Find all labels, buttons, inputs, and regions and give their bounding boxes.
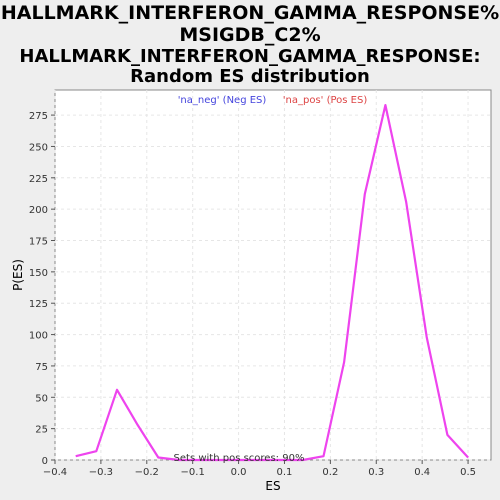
y-tick-label: 100 — [29, 331, 48, 342]
x-tick-label: −0.4 — [43, 467, 67, 478]
y-tick-label: 0 — [42, 456, 48, 467]
legend-neg-es: 'na_neg' (Neg ES) — [178, 95, 267, 106]
chart-title-line-2: MSIGDB_C2% — [179, 24, 321, 46]
y-tick-label: 150 — [29, 268, 48, 279]
chart-title-line-4: Random ES distribution — [130, 66, 370, 87]
series-group — [75, 103, 469, 462]
plot-area — [54, 89, 492, 461]
x-tick-label: 0.4 — [414, 467, 430, 478]
chart-title-line-1: HALLMARK_INTERFERON_GAMMA_RESPONSE% — [0, 2, 500, 24]
y-axis-ticks: 0 25 50 75 100 125 150 175 200 225 250 275 — [29, 111, 55, 467]
y-tick-label: 225 — [29, 174, 48, 185]
y-tick-label: 250 — [29, 142, 48, 153]
x-tick-label: 0.2 — [322, 467, 338, 478]
x-tick-label: −0.2 — [135, 467, 159, 478]
x-tick-label: −0.1 — [181, 467, 205, 478]
x-axis-ticks: −0.4 −0.3 −0.2 −0.1 0.0 0.1 0.2 0.3 0.4 0.5 — [43, 460, 476, 478]
y-axis-label: P(ES) — [11, 259, 25, 291]
x-tick-label: 0.5 — [460, 467, 476, 478]
y-tick-label: 50 — [35, 393, 48, 404]
y-tick-label: 25 — [35, 425, 48, 436]
y-tick-label: 175 — [29, 237, 48, 248]
y-tick-label: 200 — [29, 205, 48, 216]
x-tick-label: 0.0 — [231, 467, 247, 478]
chart-title-line-3: HALLMARK_INTERFERON_GAMMA_RESPONSE: — [19, 46, 481, 67]
y-tick-label: 125 — [29, 299, 48, 310]
y-tick-label: 275 — [29, 111, 48, 122]
x-axis-label: ES — [265, 479, 280, 493]
x-tick-label: −0.3 — [89, 467, 113, 478]
legend-pos-es: 'na_pos' (Pos ES) — [283, 95, 368, 106]
pos-scores-annotation: Sets with pos scores: 90% — [174, 453, 305, 464]
x-tick-label: 0.3 — [368, 467, 384, 478]
x-tick-label: 0.1 — [277, 467, 293, 478]
y-tick-label: 75 — [35, 362, 48, 373]
es-distribution-line — [75, 103, 469, 462]
